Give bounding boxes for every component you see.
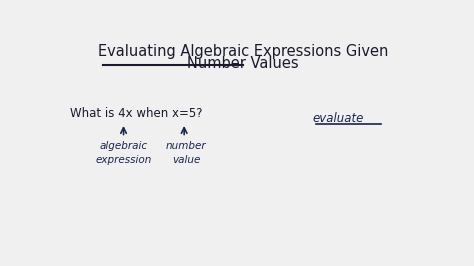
Text: value: value xyxy=(172,155,200,165)
Text: expression: expression xyxy=(95,155,152,165)
Text: What is 4x when x=5?: What is 4x when x=5? xyxy=(70,107,203,120)
Text: Number Values: Number Values xyxy=(187,56,299,71)
Text: Evaluating Algebraic Expressions Given: Evaluating Algebraic Expressions Given xyxy=(98,44,388,59)
Text: number: number xyxy=(166,141,206,151)
Text: algebraic: algebraic xyxy=(100,141,147,151)
Text: evaluate: evaluate xyxy=(313,113,364,126)
